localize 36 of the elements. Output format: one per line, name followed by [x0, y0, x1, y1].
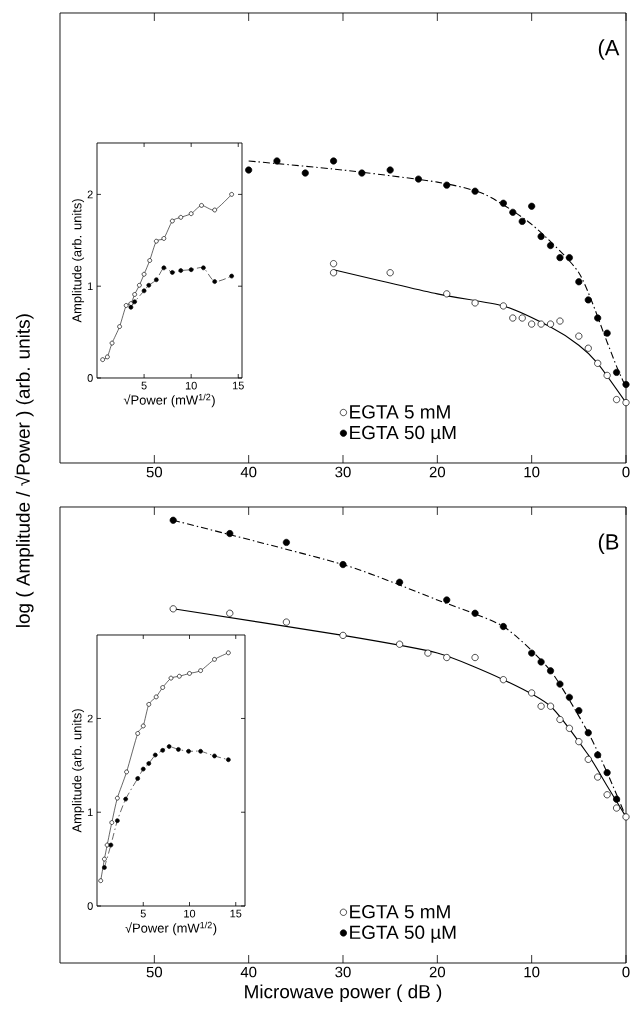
y-axis-title: Amplitude (arb. units) — [71, 709, 85, 833]
x-tick-label: 10 — [524, 966, 540, 978]
y-tick-label: 0 — [87, 374, 93, 382]
x-axis-title: √Power (mW$^{1/2}$) — [125, 921, 217, 936]
legend-label: EGTA 50 µM — [350, 425, 456, 443]
x-tick-label: 5 — [140, 909, 146, 918]
text: (A — [598, 39, 620, 60]
legend-label: EGTA 5 mM — [350, 904, 450, 919]
x-tick-label: 10 — [184, 909, 196, 918]
x-tick-label: 15 — [232, 381, 244, 390]
y-tick-label: 1 — [87, 282, 93, 290]
x-tick-label: 30 — [335, 966, 351, 978]
x-tick-label: 5 — [141, 381, 147, 390]
legend-label: EGTA 50 µM — [350, 925, 456, 943]
y-tick-label: 0 — [87, 902, 93, 910]
y-tick-label: 1 — [87, 808, 93, 816]
x-tick-label: 40 — [240, 466, 257, 478]
annotation: (B — [598, 533, 619, 554]
y-axis-title: Amplitude (arb. units) — [71, 199, 85, 323]
x-tick-label: 0 — [622, 466, 630, 478]
x-tick-label: 20 — [429, 466, 446, 478]
x-axis-title: √Power (mW$^{1/2}$) — [123, 393, 215, 408]
y-axis-title: log ( Amplitude / √Power ) (arb. units) — [14, 314, 34, 627]
x-tick-label: 30 — [335, 466, 351, 478]
legend-label: EGTA 5 mM — [350, 405, 450, 419]
x-tick-label: 15 — [230, 909, 242, 918]
x-tick-label: 10 — [524, 466, 540, 478]
x-tick-label: 20 — [429, 966, 446, 978]
y-tick-label: 2 — [87, 714, 93, 723]
x-tick-label: 10 — [185, 381, 197, 390]
x-tick-label: 50 — [146, 966, 163, 978]
x-tick-label: 50 — [146, 466, 163, 478]
x-axis-title: Microwave power ( dB ) — [245, 984, 442, 1003]
y-tick-label: 2 — [87, 190, 93, 199]
x-tick-label: 40 — [240, 966, 257, 978]
x-tick-label: 0 — [622, 966, 630, 978]
